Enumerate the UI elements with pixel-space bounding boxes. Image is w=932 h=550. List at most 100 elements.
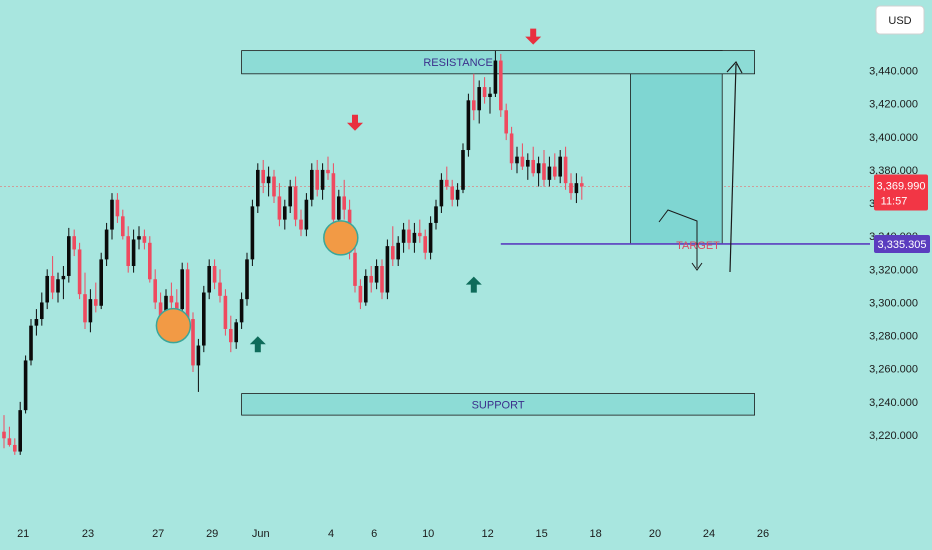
projection-box (630, 50, 723, 245)
candle-body (418, 232, 422, 237)
resistance-label: RESISTANCE (423, 57, 492, 69)
candle-body (180, 269, 184, 310)
candle-body (29, 325, 33, 361)
candle-body (574, 183, 579, 194)
x-tick-label: Jun (252, 528, 270, 540)
bar-countdown: 11:57 (881, 195, 908, 207)
candle-body (277, 196, 282, 220)
candle-body (196, 345, 201, 366)
candle-body (401, 229, 406, 243)
candles-layer (2, 50, 584, 455)
candle-body (164, 295, 168, 320)
candle-body (142, 236, 147, 243)
candle-body (153, 279, 157, 303)
candle-body (175, 302, 179, 310)
target-label: TARGET (676, 240, 720, 252)
x-tick-label: 20 (649, 528, 661, 540)
currency-button[interactable]: USD (875, 5, 925, 35)
candle-body (477, 87, 481, 111)
candle-body (126, 236, 130, 267)
candle-body (137, 236, 141, 240)
candle-body (488, 93, 492, 98)
candle-body (293, 186, 298, 220)
highlight-circle (155, 307, 192, 344)
current-price-value: 3,369.990 (877, 180, 926, 192)
candle-body (455, 189, 460, 200)
target-arrow-shaft (729, 63, 737, 273)
candle-body (223, 295, 228, 329)
candle-body (110, 199, 114, 230)
candle-body (428, 222, 433, 253)
candle-body (385, 246, 390, 293)
resistance-zone (241, 50, 756, 75)
candle-body (2, 431, 6, 439)
candle-body (40, 302, 44, 320)
target-arrow-head (726, 60, 743, 74)
candle-body (191, 319, 195, 366)
candle-body (450, 186, 454, 200)
y-tick-label: 3,320.000 (869, 264, 918, 276)
candle-body (580, 183, 584, 187)
candle-body (531, 159, 535, 174)
candle-body (261, 169, 265, 184)
y-tick-label: 3,440.000 (869, 66, 918, 78)
candle-body (104, 229, 109, 260)
x-tick-label: 15 (535, 528, 547, 540)
candle-body (499, 60, 503, 111)
x-tick-label: 10 (422, 528, 434, 540)
buy-arrow-icon (465, 276, 482, 293)
candle-body (115, 199, 120, 217)
candle-body (34, 319, 39, 326)
x-tick-label: 6 (371, 528, 377, 540)
candle-body (320, 169, 325, 190)
x-tick-label: 21 (17, 528, 29, 540)
candle-body (445, 179, 449, 187)
axes-layer: 3,440.000 3,420.000 3,400.000 3,380.000 3,36… (17, 66, 930, 540)
support-zone (241, 393, 756, 416)
projection-path (658, 209, 698, 268)
sell-arrow-icon (347, 114, 363, 131)
candle-body (342, 196, 346, 210)
candle-body (304, 199, 309, 230)
candle-body (380, 266, 384, 293)
candle-body (434, 206, 438, 223)
candle-body (256, 169, 260, 207)
candle-body (553, 166, 557, 177)
candle-body (283, 206, 287, 220)
candle-body (13, 444, 17, 452)
candle-body (364, 275, 368, 303)
x-tick-label: 18 (589, 528, 601, 540)
x-tick-label: 12 (481, 528, 493, 540)
candle-body (563, 156, 568, 184)
candle-body (558, 156, 562, 177)
candle-body (299, 219, 303, 230)
candle-body (18, 410, 22, 452)
support-label: SUPPORT (472, 399, 525, 411)
candle-body (272, 176, 276, 197)
y-tick-label: 3,220.000 (869, 430, 918, 442)
candle-body (493, 60, 498, 94)
candle-body (569, 183, 573, 194)
candle-body (353, 252, 357, 286)
candle-body (131, 239, 136, 267)
candle-body (331, 173, 336, 220)
candle-body (542, 163, 546, 180)
candle-body (439, 179, 444, 207)
candle-body (185, 269, 190, 320)
candle-body (250, 206, 255, 260)
candle-body (88, 299, 93, 323)
candle-body (45, 275, 49, 303)
candle-body (94, 299, 98, 306)
candle-body (229, 328, 233, 343)
candle-body (536, 163, 541, 174)
y-tick-label: 3,380.000 (869, 165, 918, 177)
projection-arrowhead (691, 262, 703, 271)
candle-body (23, 360, 28, 411)
candle-body (239, 299, 244, 323)
candle-body (547, 166, 552, 180)
candle-body (83, 294, 87, 323)
candle-body (99, 259, 103, 306)
